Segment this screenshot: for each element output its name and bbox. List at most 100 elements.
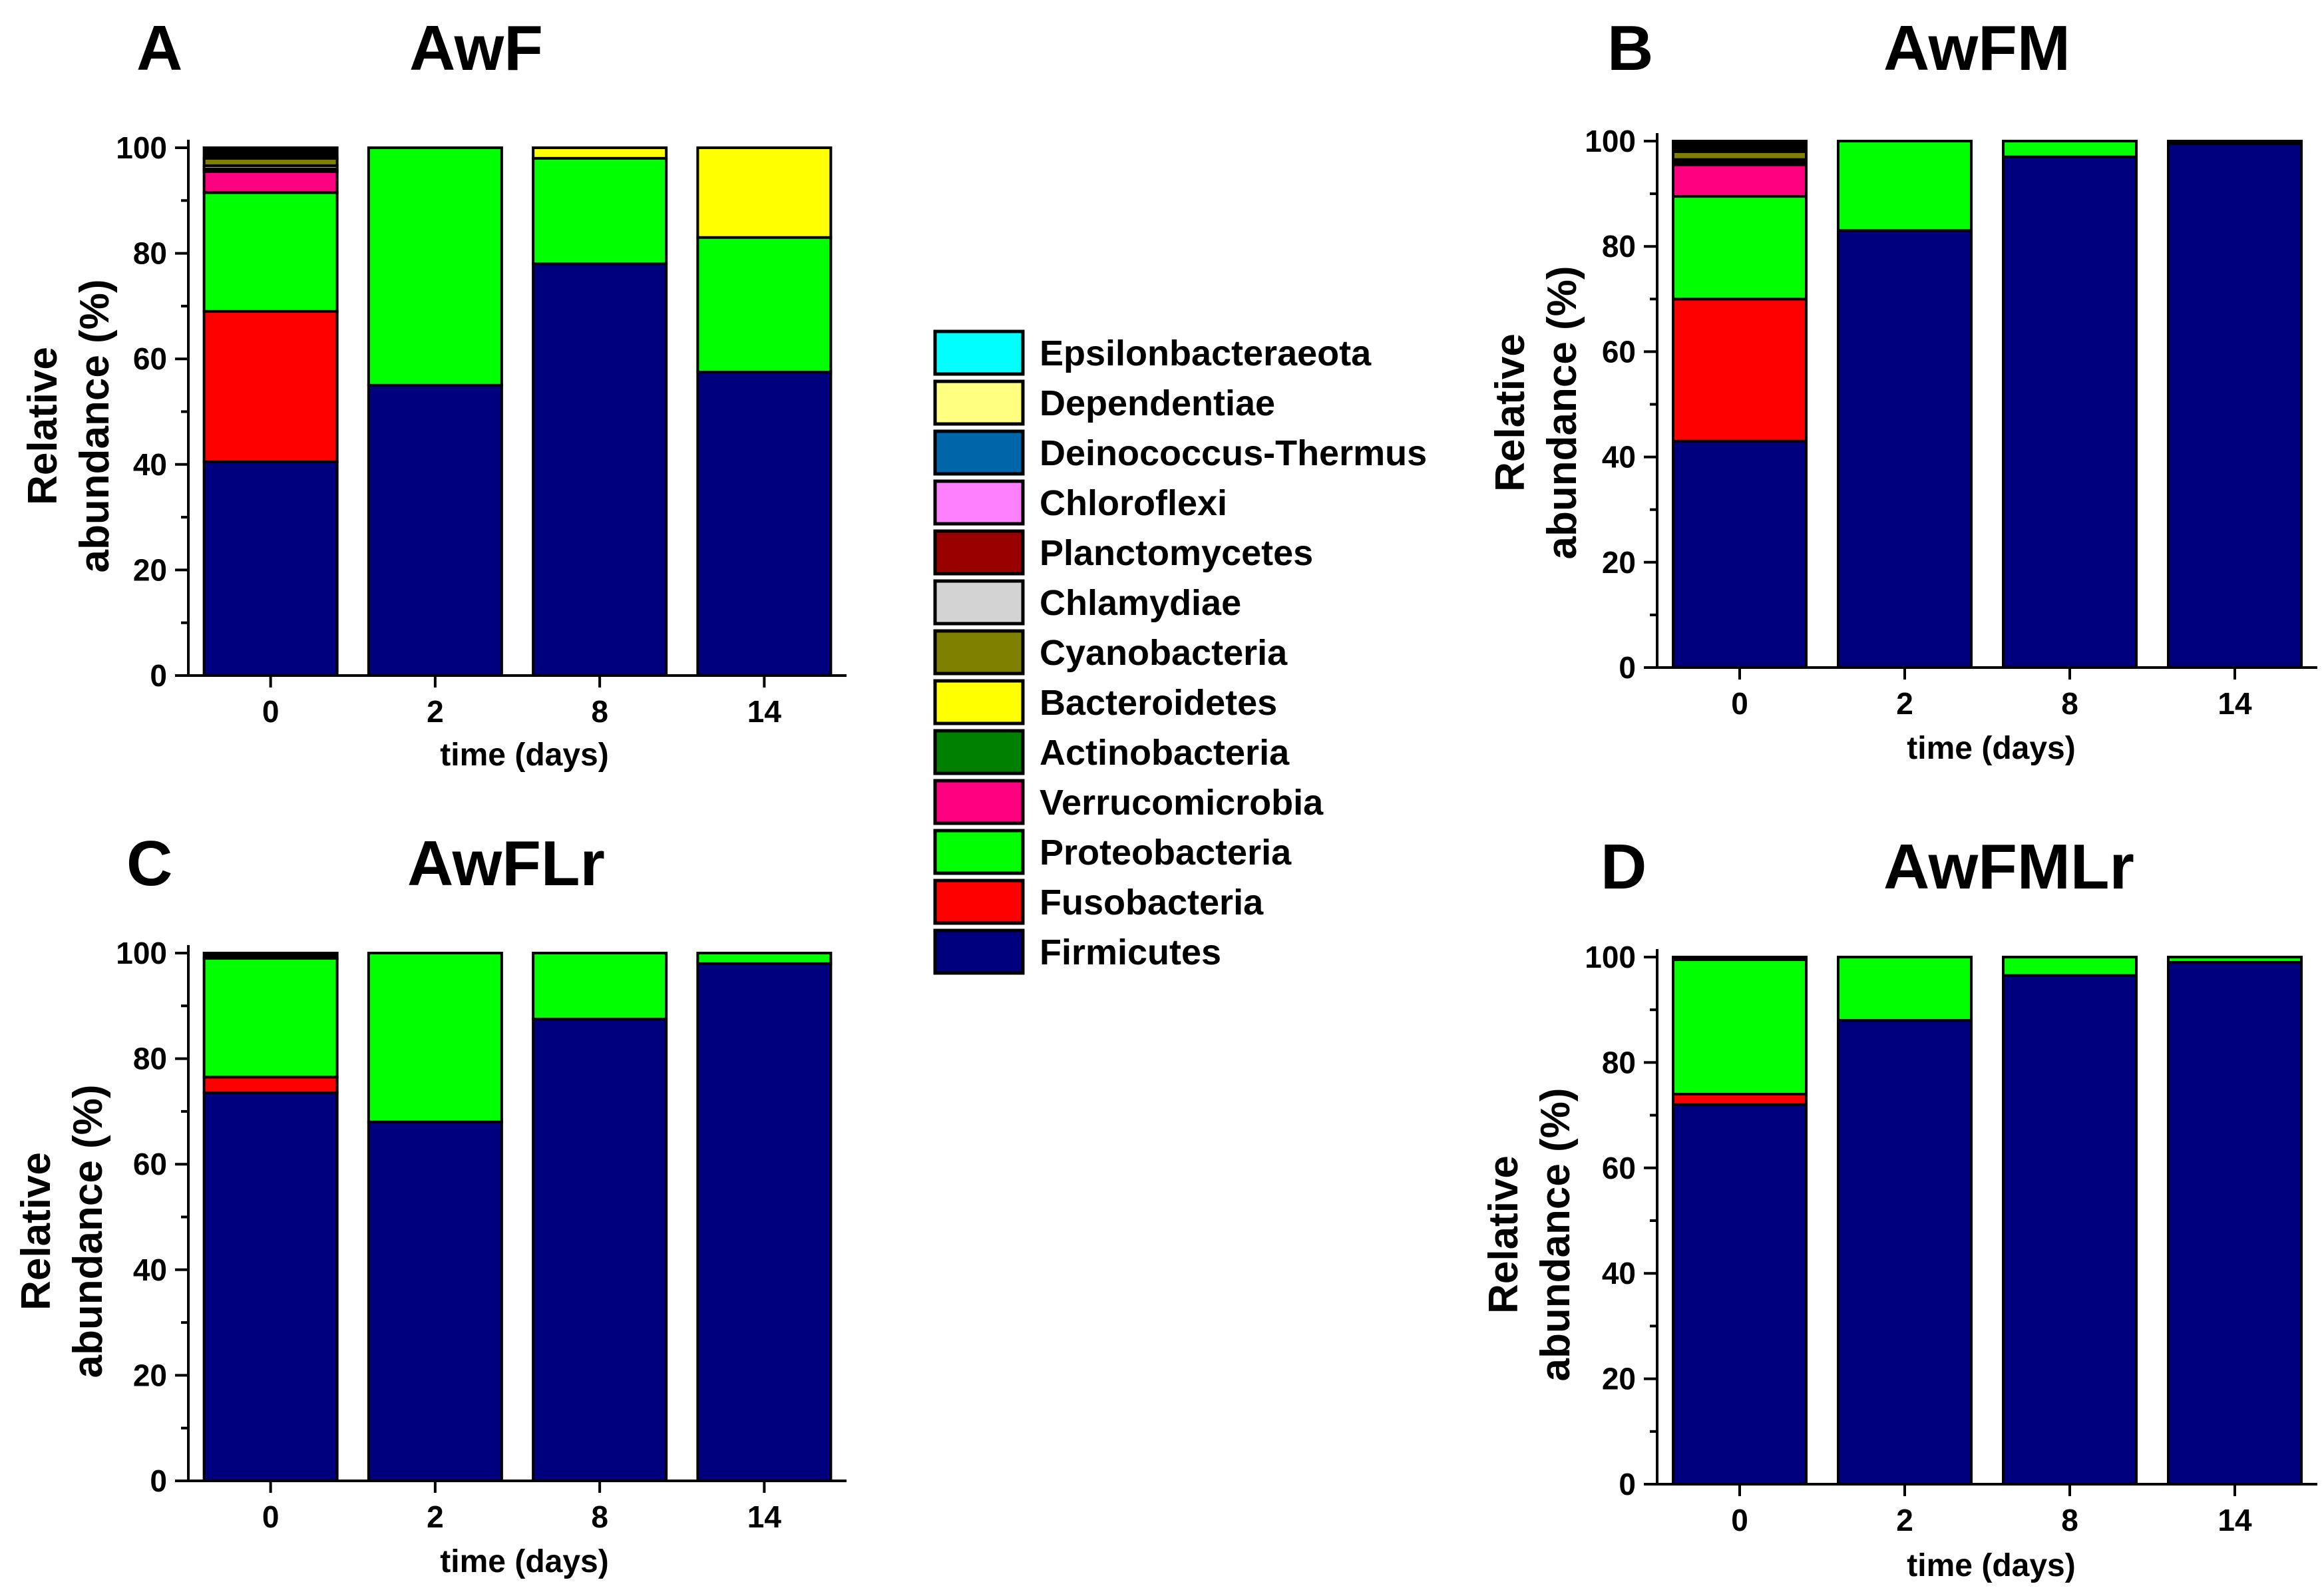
xlabel-a: time (days)	[440, 737, 608, 773]
xlabel-d: time (days)	[1907, 1548, 2075, 1583]
legend-label-firmicutes: Firmicutes	[1040, 932, 1221, 972]
bar-segment-firmicutes-day-14	[2167, 142, 2303, 669]
bar-segment-firmicutes-day-14	[696, 371, 833, 678]
bar-segment-proteobacteria-day-0	[1672, 195, 1808, 301]
ylabel-d-line1: Relative	[1481, 1155, 1527, 1314]
x-tick-label: 8	[591, 1499, 608, 1534]
x-tick-label: 0	[262, 1499, 280, 1534]
panel-letter-a: A	[136, 13, 182, 84]
y-tick-label: 80	[133, 236, 167, 271]
y-tick-label: 40	[133, 447, 167, 482]
bar-segment-verrucomicrobia-day-0	[202, 170, 339, 194]
bar-segment-other-day-0	[202, 952, 339, 960]
legend-label-cyanobacteria: Cyanobacteria	[1040, 633, 1288, 673]
ylabel-b-line2: abundance (%)	[1539, 266, 1585, 560]
legend-label-dependentiae: Dependentiae	[1040, 383, 1275, 423]
xlabel-b: time (days)	[1907, 731, 2075, 766]
y-tick-label: 60	[133, 341, 167, 376]
ylabel-b: Relative abundance (%)	[1487, 266, 1585, 560]
panel-a: A AwF Relative abundance (%) time (days)…	[20, 13, 847, 773]
xlabel-c: time (days)	[440, 1544, 608, 1579]
panel-d: D AwFMLr Relative abundance (%) time (da…	[1481, 831, 2317, 1583]
y-tick-label: 100	[1585, 940, 1636, 974]
legend: Epsilonbacteraeota Dependentiae Deinococcu…	[933, 329, 1427, 975]
bar-segment-firmicutes-day-2	[1837, 1019, 1973, 1486]
bar-segment-firmicutes-day-2	[367, 1120, 503, 1482]
ylabel-d: Relative abundance (%)	[1481, 1088, 1579, 1382]
panel-b: B AwFM Relative abundance (%) time (days…	[1487, 13, 2317, 766]
bar-segment-other-day-0	[202, 146, 339, 160]
bar-segment-firmicutes-day-8	[2002, 974, 2138, 1486]
bar-segment-proteobacteria-day-14	[2167, 956, 2303, 964]
bar-segment-proteobacteria-day-8	[2002, 956, 2138, 977]
x-tick-label: 8	[2061, 1503, 2078, 1537]
bar-segment-firmicutes-day-0	[1672, 1103, 1808, 1486]
ylabel-d-line2: abundance (%)	[1533, 1088, 1579, 1382]
legend-label-deinococcus-thermus: Deinococcus-Thermus	[1040, 433, 1427, 473]
legend-swatch-bacteroidetes	[933, 679, 1025, 725]
bar-segment-firmicutes-day-14	[2167, 960, 2303, 1486]
y-tick-label: 100	[116, 936, 167, 970]
bar-segment-firmicutes-day-8	[2002, 155, 2138, 670]
legend-label-planctomycetes: Planctomycetes	[1040, 533, 1313, 573]
y-tick-label: 60	[1602, 1151, 1636, 1185]
y-tick-label: 80	[1602, 1045, 1636, 1080]
bar-segment-proteobacteria-day-2	[1837, 956, 1973, 1022]
bar-segment-proteobacteria-day-2	[367, 146, 503, 387]
legend-label-epsilonbacteraeota: Epsilonbacteraeota	[1040, 333, 1372, 373]
bar-segment-fusobacteria-day-0	[1672, 298, 1808, 443]
legend-swatch-verrucomicrobia	[933, 779, 1025, 825]
bar-segment-firmicutes-day-2	[367, 383, 503, 677]
bar-segment-proteobacteria-day-8	[2002, 140, 2138, 158]
x-tick-label: 0	[1731, 686, 1748, 721]
ylabel-c-line1: Relative	[13, 1152, 59, 1310]
bar-segment-firmicutes-day-0	[202, 460, 339, 678]
legend-swatch-chlamydiae	[933, 579, 1025, 626]
legend-swatch-planctomycetes	[933, 529, 1025, 576]
bar-segment-fusobacteria-day-0	[202, 1076, 339, 1095]
bar-segment-other-day-0	[1672, 140, 1808, 153]
bar-segment-firmicutes-day-14	[696, 962, 833, 1482]
y-tick-label: 20	[1602, 1362, 1636, 1396]
bar-segment-proteobacteria-day-8	[532, 156, 668, 266]
legend-swatch-firmicutes	[933, 928, 1025, 975]
legend-label-verrucomicrobia: Verrucomicrobia	[1040, 783, 1324, 823]
bar-segment-firmicutes-day-0	[202, 1092, 339, 1482]
y-tick-label: 0	[150, 658, 167, 693]
x-tick-label: 14	[2218, 1503, 2252, 1537]
ylabel-a-line2: abundance (%)	[72, 280, 118, 573]
legend-swatch-cyanobacteria	[933, 629, 1025, 676]
x-tick-label: 14	[747, 694, 782, 729]
bar-segment-proteobacteria-day-2	[367, 952, 503, 1123]
y-tick-label: 40	[133, 1253, 167, 1287]
legend-swatch-fusobacteria	[933, 879, 1025, 925]
ylabel-a-line1: Relative	[20, 347, 66, 505]
legend-label-chlamydiae: Chlamydiae	[1040, 583, 1241, 623]
bar-segment-firmicutes-day-8	[532, 262, 668, 677]
legend-swatch-chloroflexi	[933, 479, 1025, 526]
bar-segment-fusobacteria-day-0	[202, 309, 339, 463]
panel-letter-d: D	[1601, 831, 1646, 902]
bar-segment-other-day-0	[1672, 956, 1808, 961]
y-tick-label: 0	[1619, 650, 1636, 685]
y-tick-label: 20	[1602, 545, 1636, 580]
x-tick-label: 8	[2061, 686, 2078, 721]
bar-segment-proteobacteria-day-14	[2167, 140, 2303, 145]
panel-title-b: AwFM	[1883, 13, 2070, 84]
legend-swatch-epsilonbacteraeota	[933, 329, 1025, 376]
panel-letter-c: C	[126, 828, 172, 899]
bar-segment-proteobacteria-day-14	[696, 236, 833, 374]
bar-segment-proteobacteria-day-0	[1672, 958, 1808, 1096]
ylabel-b-line1: Relative	[1487, 333, 1533, 492]
ylabel-a: Relative abundance (%)	[20, 280, 118, 573]
panel-title-c: AwFLr	[407, 828, 605, 899]
x-tick-label: 2	[1896, 1503, 1913, 1537]
x-tick-label: 14	[2218, 686, 2252, 721]
x-tick-label: 8	[591, 694, 608, 729]
ylabel-c: Relative abundance (%)	[13, 1085, 111, 1378]
y-tick-label: 100	[116, 130, 167, 165]
y-tick-label: 20	[133, 552, 167, 587]
